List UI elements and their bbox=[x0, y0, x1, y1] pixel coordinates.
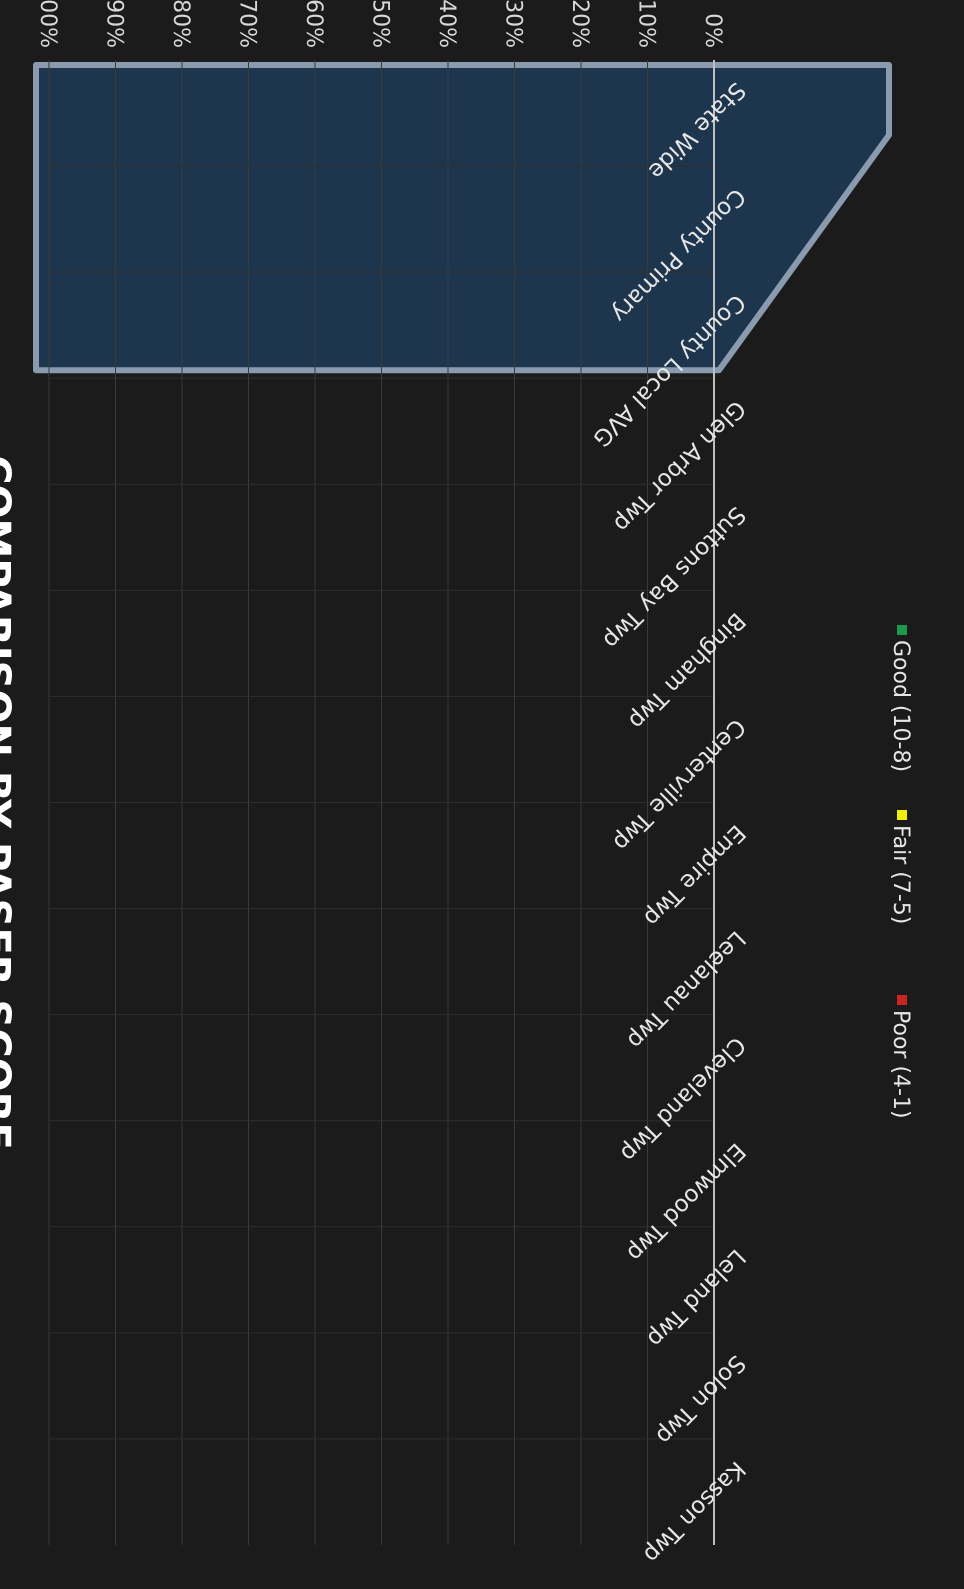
value-tick-label: 20% bbox=[567, 0, 592, 48]
value-tick-label: 70% bbox=[235, 0, 260, 48]
category-label-kasson-twp: Kasson Twp bbox=[638, 1456, 750, 1568]
category-label-solon-twp: Solon Twp bbox=[651, 1350, 750, 1449]
category-label-empire-twp: Empire Twp bbox=[638, 819, 750, 931]
legend-swatch bbox=[897, 810, 907, 820]
value-tick-label: 100% bbox=[35, 0, 60, 48]
legend-swatch bbox=[897, 995, 907, 1005]
value-tick-label: 90% bbox=[102, 0, 127, 48]
value-tick-label: 10% bbox=[634, 0, 659, 48]
legend-entry-good-10-8: Good (10-8) bbox=[888, 640, 913, 772]
highlight-panel bbox=[33, 62, 892, 374]
legend-swatch bbox=[897, 625, 907, 635]
value-tick-label: 0% bbox=[700, 13, 725, 48]
chart-title: COMPARISON BY PASER SCORE bbox=[0, 455, 18, 1150]
category-label-leland-twp: Leland Twp bbox=[642, 1244, 750, 1352]
legend-entry-fair-7-5: Fair (7-5) bbox=[888, 825, 913, 924]
legend-entry-poor-4-1: Poor (4-1) bbox=[888, 1010, 913, 1119]
chart-body: 0%10%20%30%40%50%60%70%80%90%100%State W… bbox=[0, 0, 913, 1568]
value-tick-label: 80% bbox=[168, 0, 193, 48]
value-tick-label: 60% bbox=[301, 0, 326, 48]
value-tick-label: 40% bbox=[434, 0, 459, 48]
value-tick-label: 30% bbox=[501, 0, 526, 48]
value-tick-label: 50% bbox=[368, 0, 393, 48]
